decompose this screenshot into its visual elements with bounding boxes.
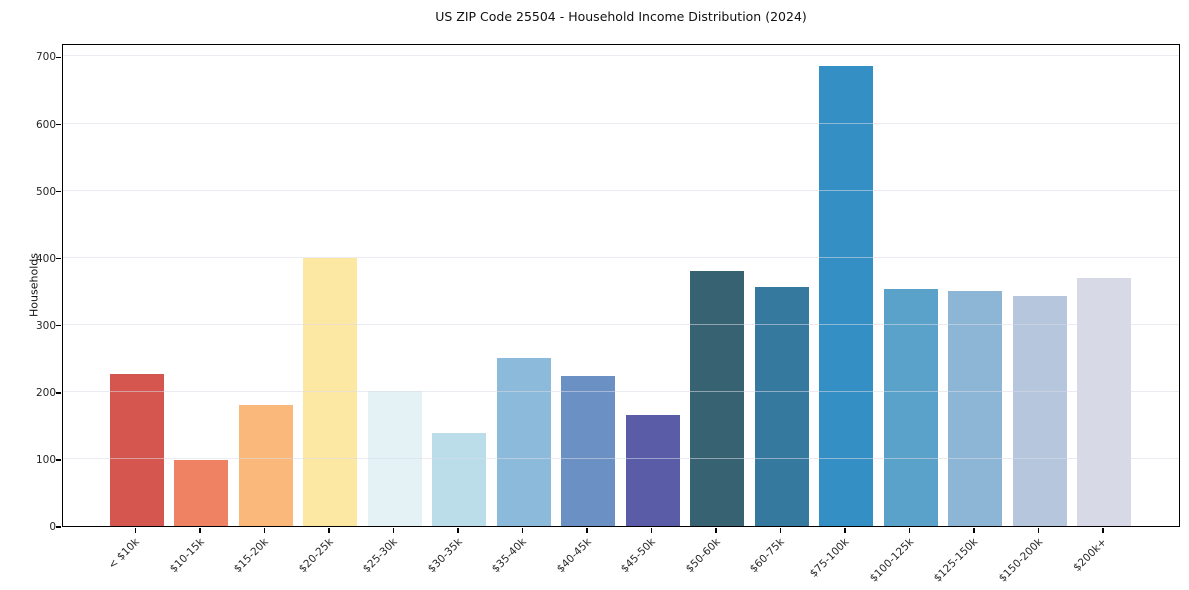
- gridline-y-100: [63, 457, 1179, 459]
- xtick-mark-$25-30k: [392, 528, 395, 533]
- xtick-label-$10-15k: $10-15k: [167, 536, 207, 576]
- xtick-label-$200k+: $200k+: [1071, 536, 1110, 574]
- gridline-y-700: [63, 55, 1179, 57]
- xtick-label-$75-100k: $75-100k: [807, 536, 852, 580]
- ytick-label-400: 400: [35, 252, 56, 265]
- xtick-mark-< $10k: [134, 528, 137, 533]
- bar-$75-100k: [819, 66, 873, 526]
- bar-$45-50k: [625, 414, 680, 526]
- ytick-mark-500: [56, 190, 61, 193]
- ytick-label-200: 200: [35, 386, 56, 399]
- xtick-label-$40-45k: $40-45k: [554, 536, 594, 576]
- xtick-mark-$50-60k: [715, 528, 717, 533]
- ytick-mark-600: [56, 123, 61, 126]
- ytick-label-300: 300: [35, 319, 56, 332]
- bar-$150-200k: [1012, 295, 1067, 526]
- xtick-mark-$20-25k: [328, 528, 330, 533]
- bar-$200k+: [1077, 277, 1131, 526]
- bar-$50-60k: [690, 271, 744, 526]
- xtick-mark-$45-50k: [650, 528, 653, 533]
- xtick-mark-$35-40k: [521, 528, 524, 533]
- xtick-label-$150-200k: $150-200k: [996, 536, 1045, 585]
- xtick-label-$60-75k: $60-75k: [747, 536, 787, 576]
- xtick-label-$45-50k: $45-50k: [618, 536, 658, 576]
- ytick-label-500: 500: [35, 185, 56, 198]
- xtick-mark-$100-125k: [908, 528, 911, 533]
- xtick-mark-$10-15k: [199, 528, 201, 533]
- ytick-mark-700: [56, 56, 61, 59]
- ytick-mark-400: [56, 257, 61, 260]
- bar-$125-150k: [948, 290, 1002, 526]
- xtick-mark-$30-35k: [457, 528, 459, 533]
- xtick-label-$35-40k: $35-40k: [489, 536, 529, 576]
- bar-$60-75k: [754, 286, 809, 526]
- bar-$15-20k: [238, 405, 293, 526]
- plot-area: [62, 44, 1180, 527]
- gridline-y-400: [63, 256, 1179, 258]
- gridline-y-500: [63, 189, 1179, 191]
- ytick-mark-300: [56, 325, 61, 327]
- xtick-label-$50-60k: $50-60k: [683, 536, 723, 576]
- ytick-mark-200: [56, 392, 61, 394]
- bar-$35-40k: [496, 358, 551, 526]
- xtick-mark-$40-45k: [586, 528, 588, 533]
- xtick-mark-$60-75k: [779, 528, 782, 533]
- xtick-label-$20-25k: $20-25k: [296, 536, 336, 576]
- gridline-y-200: [63, 390, 1179, 392]
- bar-$10-15k: [174, 460, 228, 526]
- xtick-label-$125-150k: $125-150k: [931, 536, 981, 585]
- gridline-y-300: [63, 323, 1179, 325]
- xtick-mark-$15-20k: [263, 528, 266, 533]
- xtick-label-< $10k: < $10k: [106, 536, 142, 572]
- xtick-label-$100-125k: $100-125k: [867, 536, 916, 585]
- gridline-y-600: [63, 122, 1179, 124]
- xtick-mark-$75-100k: [844, 528, 846, 533]
- bar-< $10k: [109, 374, 164, 526]
- xtick-mark-$200k+: [1102, 528, 1104, 533]
- xtick-mark-$150-200k: [1037, 528, 1040, 533]
- xtick-label-$25-30k: $25-30k: [360, 536, 400, 576]
- ytick-label-0: 0: [49, 521, 56, 533]
- ytick-label-700: 700: [35, 51, 56, 64]
- bar-$30-35k: [432, 432, 486, 526]
- ytick-mark-0: [56, 526, 61, 528]
- ytick-mark-100: [56, 459, 61, 461]
- xtick-mark-$125-150k: [973, 528, 975, 533]
- bar-$100-125k: [883, 289, 938, 526]
- chart-title: US ZIP Code 25504 - Household Income Dis…: [435, 9, 807, 24]
- xtick-label-$30-35k: $30-35k: [425, 536, 465, 576]
- xtick-label-$15-20k: $15-20k: [231, 536, 271, 576]
- bar-$40-45k: [561, 375, 615, 526]
- ytick-label-600: 600: [35, 118, 56, 131]
- ytick-label-100: 100: [35, 453, 56, 466]
